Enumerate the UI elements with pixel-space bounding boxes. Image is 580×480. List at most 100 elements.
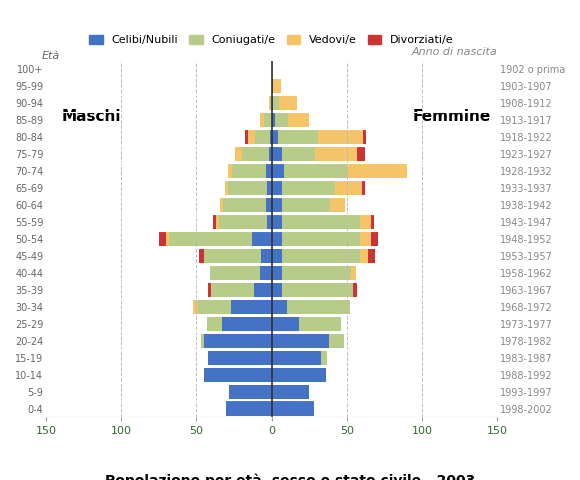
- Bar: [335, 181, 362, 195]
- Bar: [288, 113, 309, 127]
- Bar: [266, 164, 271, 179]
- Bar: [208, 283, 212, 297]
- Bar: [264, 113, 271, 127]
- Bar: [219, 215, 267, 229]
- Bar: [271, 317, 299, 331]
- Bar: [329, 334, 344, 348]
- Bar: [287, 300, 350, 314]
- Bar: [271, 198, 282, 212]
- Bar: [271, 164, 284, 179]
- Bar: [231, 300, 271, 314]
- Bar: [315, 147, 357, 161]
- Bar: [357, 147, 365, 161]
- Bar: [360, 215, 371, 229]
- Bar: [248, 130, 255, 144]
- Bar: [371, 232, 378, 246]
- Bar: [321, 350, 327, 365]
- Bar: [273, 79, 281, 94]
- Bar: [271, 401, 314, 416]
- Bar: [282, 232, 360, 246]
- Bar: [271, 384, 309, 399]
- Bar: [271, 181, 282, 195]
- Bar: [360, 249, 368, 263]
- Bar: [271, 215, 282, 229]
- Bar: [271, 334, 329, 348]
- Bar: [269, 96, 270, 110]
- Bar: [362, 181, 365, 195]
- Bar: [220, 198, 223, 212]
- Bar: [347, 164, 407, 179]
- Bar: [204, 368, 271, 382]
- Bar: [360, 232, 371, 246]
- Text: Popolazione per età, sesso e stato civile - 2003: Popolazione per età, sesso e stato civil…: [105, 473, 475, 480]
- Bar: [282, 147, 315, 161]
- Bar: [228, 164, 233, 179]
- Bar: [270, 96, 271, 110]
- Bar: [269, 147, 271, 161]
- Bar: [368, 249, 375, 263]
- Bar: [267, 215, 271, 229]
- Bar: [271, 350, 321, 365]
- Bar: [351, 266, 356, 280]
- Bar: [216, 215, 219, 229]
- Bar: [213, 215, 216, 229]
- Bar: [282, 198, 330, 212]
- Text: Femmine: Femmine: [413, 109, 491, 124]
- Bar: [266, 198, 271, 212]
- Bar: [166, 232, 169, 246]
- Bar: [271, 147, 282, 161]
- Bar: [363, 130, 366, 144]
- Bar: [245, 130, 248, 144]
- Bar: [271, 96, 273, 110]
- Bar: [208, 350, 271, 365]
- Bar: [261, 249, 271, 263]
- Bar: [212, 283, 253, 297]
- Bar: [235, 147, 241, 161]
- Bar: [233, 164, 266, 179]
- Bar: [271, 130, 278, 144]
- Bar: [282, 266, 351, 280]
- Bar: [204, 249, 261, 263]
- Bar: [230, 384, 271, 399]
- Text: Età: Età: [42, 51, 60, 61]
- Bar: [200, 249, 204, 263]
- Bar: [274, 113, 288, 127]
- Bar: [282, 215, 360, 229]
- Bar: [259, 113, 264, 127]
- Bar: [228, 181, 267, 195]
- Bar: [255, 130, 270, 144]
- Bar: [259, 266, 271, 280]
- Bar: [273, 96, 279, 110]
- Bar: [198, 300, 231, 314]
- Bar: [271, 232, 282, 246]
- Bar: [169, 232, 252, 246]
- Bar: [204, 334, 271, 348]
- Bar: [371, 215, 374, 229]
- Bar: [270, 130, 271, 144]
- Bar: [193, 300, 198, 314]
- Text: Maschi: Maschi: [61, 109, 121, 124]
- Bar: [271, 300, 287, 314]
- Bar: [159, 232, 166, 246]
- Bar: [201, 334, 204, 348]
- Bar: [271, 249, 282, 263]
- Text: Anno di nascita: Anno di nascita: [411, 47, 497, 57]
- Bar: [279, 96, 297, 110]
- Bar: [271, 283, 282, 297]
- Bar: [225, 181, 228, 195]
- Legend: Celibi/Nubili, Coniugati/e, Vedovi/e, Divorziati/e: Celibi/Nubili, Coniugati/e, Vedovi/e, Di…: [85, 31, 458, 50]
- Bar: [282, 283, 353, 297]
- Bar: [282, 249, 360, 263]
- Bar: [299, 317, 340, 331]
- Bar: [252, 232, 271, 246]
- Bar: [353, 283, 357, 297]
- Bar: [282, 181, 335, 195]
- Bar: [210, 266, 259, 280]
- Bar: [267, 181, 271, 195]
- Bar: [271, 113, 274, 127]
- Bar: [271, 266, 282, 280]
- Bar: [284, 164, 347, 179]
- Bar: [318, 130, 363, 144]
- Bar: [226, 401, 271, 416]
- Bar: [222, 317, 271, 331]
